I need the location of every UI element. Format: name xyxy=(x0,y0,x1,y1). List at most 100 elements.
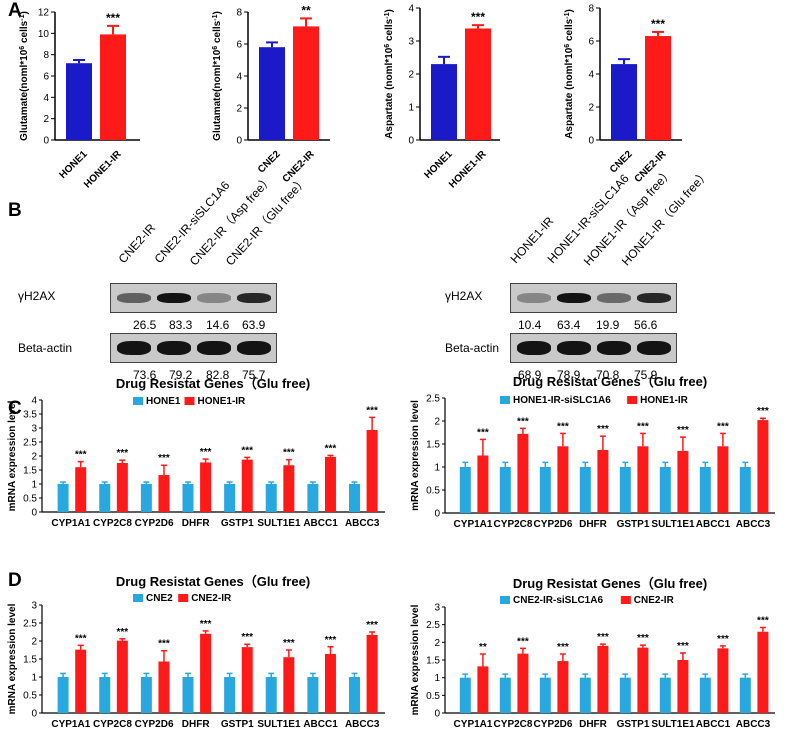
significance-label: *** xyxy=(325,443,337,454)
bar xyxy=(517,653,529,713)
blot-quant-gh2ax: 63.9 xyxy=(242,318,266,332)
y-tick-label: 1 xyxy=(408,103,414,114)
blot-quant-gh2ax: 56.6 xyxy=(634,318,658,332)
blot-quant-beta-actin: 79.2 xyxy=(169,368,193,382)
bar xyxy=(459,677,471,713)
x-tick-label: SULT1E1 xyxy=(651,719,695,730)
significance-label: *** xyxy=(325,635,337,646)
bar xyxy=(283,657,295,713)
y-tick-label: 1 xyxy=(434,463,440,474)
bar xyxy=(366,634,378,713)
y-tick-label: 3 xyxy=(408,37,414,48)
bar xyxy=(597,645,609,713)
bar xyxy=(283,465,295,512)
x-tick-label: ABCC3 xyxy=(736,719,771,730)
x-tick-label: DHFR xyxy=(182,518,211,529)
blot-quant-gh2ax: 63.4 xyxy=(557,318,581,332)
bar xyxy=(677,450,689,513)
x-tick-label: CYP2C8 xyxy=(494,719,533,730)
blot-band xyxy=(197,341,231,355)
significance-label: *** xyxy=(471,10,485,24)
bar xyxy=(307,677,319,713)
significance-label: *** xyxy=(637,633,649,644)
x-tick-label: SULT1E1 xyxy=(651,519,695,530)
significance-label: *** xyxy=(283,638,295,649)
bar xyxy=(757,420,769,513)
significance-label: *** xyxy=(677,425,689,436)
blot-band xyxy=(517,293,551,303)
bar xyxy=(659,467,671,513)
y-tick-label: 3 xyxy=(434,603,440,614)
blot-strip-beta-actin xyxy=(110,333,277,363)
legend-label: CNE2-IR-siSLC1A6 xyxy=(513,595,603,606)
x-tick-label: DHFR xyxy=(182,719,211,730)
bar xyxy=(366,429,378,512)
x-tick-label: ABCC3 xyxy=(736,519,771,530)
chart-title: Drug Resistat Genes（Glu free) xyxy=(116,574,310,589)
significance-label: *** xyxy=(366,405,378,416)
bar xyxy=(477,455,489,513)
y-tick-label: 2 xyxy=(434,638,440,649)
y-tick-label: 6 xyxy=(43,72,49,83)
y-tick-label: 0 xyxy=(434,709,440,720)
x-tick-label: CYP2D6 xyxy=(135,719,174,730)
significance-label: *** xyxy=(757,615,769,626)
y-tick-label: 2.5 xyxy=(426,620,440,631)
y-tick-label: 4 xyxy=(236,72,242,83)
bar xyxy=(293,26,319,140)
blot-quant-beta-actin: 68.9 xyxy=(518,368,542,382)
panel-label-a: A xyxy=(8,0,22,21)
x-tick-label: HONE1 xyxy=(58,149,90,181)
legend-swatch xyxy=(178,594,189,602)
x-tick-label: HONE1 xyxy=(423,149,455,181)
y-tick-label: 1 xyxy=(31,673,37,684)
bar xyxy=(182,484,194,512)
bar xyxy=(348,484,360,512)
bar xyxy=(499,677,511,713)
y-axis-label: Aspartate (noml*106 cells-1) xyxy=(384,9,396,139)
blot-quant-gh2ax: 10.4 xyxy=(518,318,542,332)
chart-title: Drug Resistat Genes（Glu free) xyxy=(116,376,310,391)
bar xyxy=(200,633,212,713)
x-tick-label: DHFR xyxy=(579,719,608,730)
significance-label: *** xyxy=(241,445,253,456)
legend-swatch xyxy=(627,396,638,404)
blot-row-label-gh2ax: γH2AX xyxy=(445,289,483,303)
bar xyxy=(57,677,69,713)
bar xyxy=(75,467,87,512)
blot-quant-gh2ax: 19.9 xyxy=(596,318,620,332)
y-tick-label: 2.5 xyxy=(426,394,440,405)
blot-band xyxy=(237,341,271,355)
x-tick-label: CYP2C8 xyxy=(93,518,132,529)
bar xyxy=(75,649,87,713)
legend-swatch xyxy=(184,397,195,405)
legend-swatch xyxy=(500,396,510,404)
x-tick-label: ABCC1 xyxy=(303,719,338,730)
x-tick-label: CYP1A1 xyxy=(454,719,493,730)
significance-label: *** xyxy=(717,421,729,432)
significance-label: *** xyxy=(557,642,569,653)
y-tick-label: 8 xyxy=(588,4,594,15)
x-tick-label: ABCC1 xyxy=(696,719,731,730)
y-tick-label: 0 xyxy=(408,136,414,147)
y-tick-label: 2 xyxy=(43,114,49,125)
y-tick-label: 2 xyxy=(236,104,242,115)
x-tick-label: CNE2 xyxy=(256,149,283,176)
bar xyxy=(140,677,152,713)
bar xyxy=(637,647,649,713)
blot-strip-beta-actin xyxy=(510,333,677,363)
significance-label: *** xyxy=(116,627,128,638)
bar xyxy=(539,467,551,513)
bar xyxy=(619,677,631,713)
significance-label: ** xyxy=(479,642,487,653)
x-tick-label: DHFR xyxy=(579,519,608,530)
y-tick-label: 0 xyxy=(31,709,37,720)
bar xyxy=(200,462,212,512)
x-tick-label: CYP1A1 xyxy=(51,518,90,529)
blot-quant-gh2ax: 26.5 xyxy=(133,318,157,332)
y-tick-label: 2.5 xyxy=(23,438,37,449)
legend-label: HONE1-IR-siSLC1A6 xyxy=(513,395,611,406)
bar xyxy=(637,446,649,513)
bar xyxy=(499,467,511,513)
